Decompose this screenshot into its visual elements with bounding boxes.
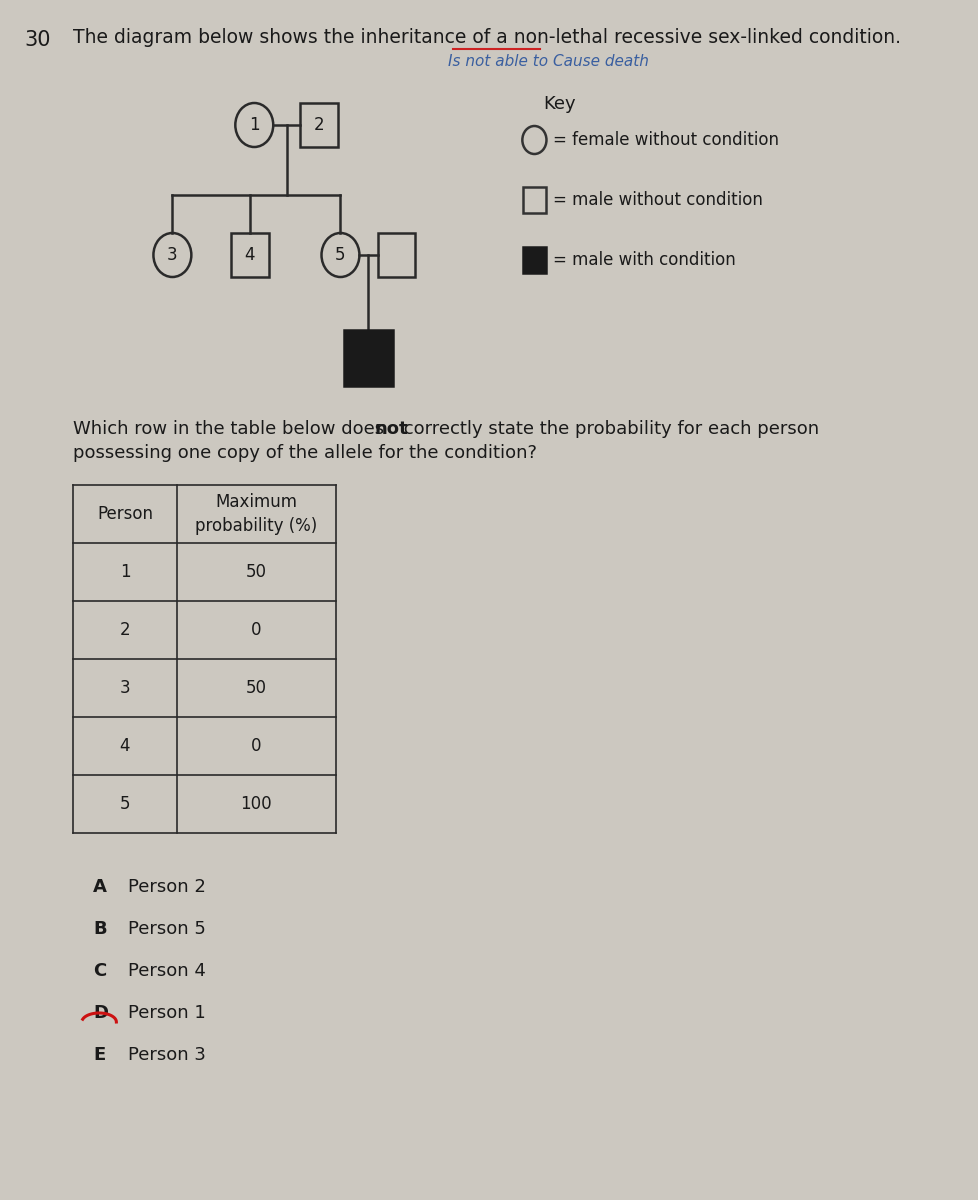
Text: 50: 50 <box>245 679 267 697</box>
Bar <box>378 233 415 277</box>
Text: 1: 1 <box>119 563 130 581</box>
Text: The diagram below shows the inheritance of a non-lethal recessive sex-linked con: The diagram below shows the inheritance … <box>73 28 901 47</box>
Text: Person 2: Person 2 <box>127 878 205 896</box>
Bar <box>299 103 337 146</box>
Text: correctly state the probability for each person: correctly state the probability for each… <box>398 420 819 438</box>
Text: 50: 50 <box>245 563 267 581</box>
Text: possessing one copy of the allele for the condition?: possessing one copy of the allele for th… <box>73 444 537 462</box>
Text: Person 3: Person 3 <box>127 1046 205 1064</box>
Text: A: A <box>93 878 107 896</box>
Text: 0: 0 <box>251 622 261 638</box>
Text: not: not <box>374 420 407 438</box>
Text: Maximum
probability (%): Maximum probability (%) <box>195 493 317 535</box>
Text: Person 4: Person 4 <box>127 962 205 980</box>
Text: 3: 3 <box>119 679 130 697</box>
Bar <box>522 187 545 214</box>
Bar <box>522 247 545 272</box>
Text: 4: 4 <box>244 246 255 264</box>
Bar <box>344 330 392 386</box>
Text: C: C <box>93 962 107 980</box>
Text: 0: 0 <box>251 737 261 755</box>
Text: 30: 30 <box>24 30 51 50</box>
Text: = male without condition: = male without condition <box>553 191 763 209</box>
Text: 4: 4 <box>119 737 130 755</box>
Text: Person: Person <box>97 505 153 523</box>
Text: B: B <box>93 920 107 938</box>
Text: = male with condition: = male with condition <box>553 251 735 269</box>
Text: E: E <box>93 1046 106 1064</box>
Bar <box>231 233 269 277</box>
Text: 5: 5 <box>334 246 345 264</box>
Text: = female without condition: = female without condition <box>553 131 778 149</box>
Text: 100: 100 <box>241 794 272 814</box>
Text: 5: 5 <box>119 794 130 814</box>
Text: Person 5: Person 5 <box>127 920 205 938</box>
Text: 3: 3 <box>167 246 178 264</box>
Text: 1: 1 <box>248 116 259 134</box>
Text: Key: Key <box>543 95 575 113</box>
Text: Which row in the table below does: Which row in the table below does <box>73 420 390 438</box>
Text: 2: 2 <box>313 116 324 134</box>
Text: Is not able to Cause death: Is not able to Cause death <box>448 54 648 68</box>
Text: Person 1: Person 1 <box>127 1004 205 1022</box>
Text: 2: 2 <box>119 622 130 638</box>
Text: D: D <box>93 1004 108 1022</box>
